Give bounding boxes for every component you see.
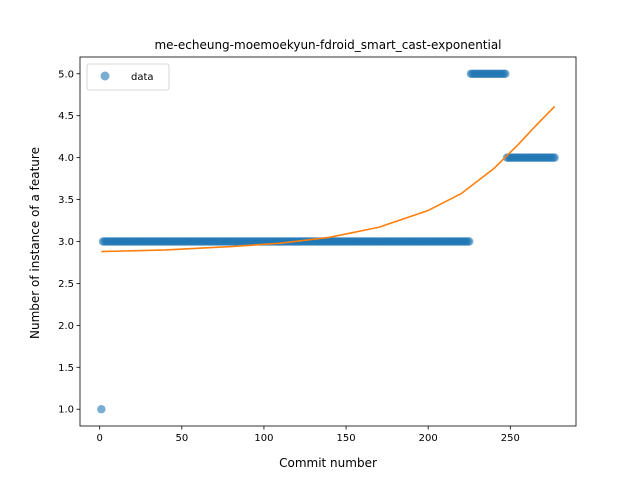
legend-label-data: data bbox=[131, 72, 154, 83]
y-tick-label: 5.0 bbox=[58, 69, 74, 80]
data-point bbox=[465, 237, 474, 246]
data-point bbox=[97, 405, 106, 414]
x-axis-ticks: 0 50 100 150 200 250 bbox=[97, 426, 520, 444]
x-axis-label: Commit number bbox=[279, 456, 377, 470]
legend: data bbox=[86, 63, 170, 91]
y-tick-label: 3.5 bbox=[58, 195, 74, 206]
chart-title: me-echeung-moemoekyun-fdroid_smart_cast-… bbox=[154, 38, 501, 52]
x-tick-label: 150 bbox=[337, 433, 356, 444]
x-tick-label: 200 bbox=[419, 433, 438, 444]
x-tick-label: 0 bbox=[97, 433, 103, 444]
y-tick-label: 4.5 bbox=[58, 111, 74, 122]
x-tick-label: 100 bbox=[254, 433, 273, 444]
data-point bbox=[550, 153, 559, 162]
y-axis-ticks: 1.0 1.5 2.0 2.5 3.0 3.5 4.0 4.5 5.0 bbox=[58, 69, 80, 416]
y-tick-label: 2.0 bbox=[58, 321, 74, 332]
legend-marker bbox=[100, 71, 110, 81]
y-tick-label: 1.5 bbox=[58, 363, 74, 374]
x-tick-label: 50 bbox=[175, 433, 188, 444]
legend-box bbox=[86, 63, 170, 91]
plot-area: 0 50 100 150 200 250 1.0 1.5 2.0 2.5 3.0 3.5 4.0 4.5… bbox=[58, 56, 577, 444]
y-tick-label: 3.0 bbox=[58, 237, 74, 248]
y-axis-label: Number of instance of a feature bbox=[28, 147, 42, 339]
fit-layer bbox=[101, 105, 556, 253]
data-point bbox=[501, 69, 510, 78]
y-tick-label: 1.0 bbox=[58, 405, 74, 416]
y-tick-label: 4.0 bbox=[58, 153, 74, 164]
y-tick-label: 2.5 bbox=[58, 279, 74, 290]
fit-line bbox=[101, 105, 556, 253]
x-tick-label: 250 bbox=[501, 433, 520, 444]
